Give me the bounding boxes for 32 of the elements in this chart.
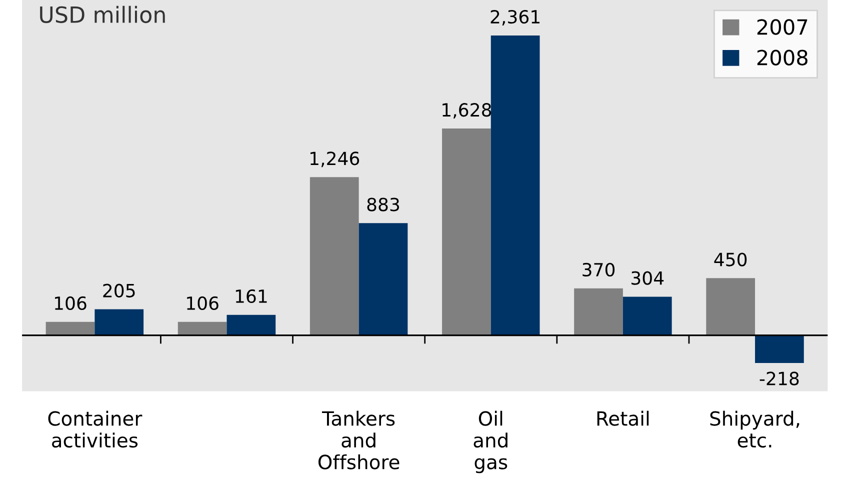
data-label: 304 [632, 271, 664, 285]
data-label: 1,628 [442, 103, 492, 119]
data-label: 161 [236, 289, 267, 304]
legend-label: 2008 [757, 50, 808, 66]
bar [94, 309, 144, 336]
data-label: -218 [760, 372, 799, 386]
data-label: 370 [582, 262, 615, 277]
bar [574, 288, 623, 336]
bar [442, 128, 491, 336]
x-tick-label: Oil and gas [474, 410, 508, 474]
data-label: 205 [103, 284, 135, 298]
bar [358, 223, 408, 336]
bar [310, 177, 359, 336]
data-label: 883 [367, 198, 400, 212]
bar [490, 35, 540, 336]
data-label: 1,246 [310, 152, 360, 168]
x-tick-label: Shipyard, etc. [710, 410, 800, 448]
data-label: 2,361 [490, 10, 540, 26]
x-tick-label: Retail [597, 410, 649, 426]
x-tick-label: Container activities [48, 410, 142, 448]
data-label: 106 [187, 296, 218, 310]
bar [755, 335, 804, 364]
bar [226, 314, 276, 336]
bar [706, 278, 756, 336]
x-tick-label: Tankers and Offshore [318, 410, 400, 470]
chart-title: USD million [40, 6, 165, 24]
bar [622, 296, 672, 336]
data-label: 106 [55, 296, 86, 310]
data-label: 450 [714, 252, 747, 266]
bar [46, 322, 95, 336]
legend-label: 2007 [757, 19, 808, 35]
bar [178, 322, 227, 336]
